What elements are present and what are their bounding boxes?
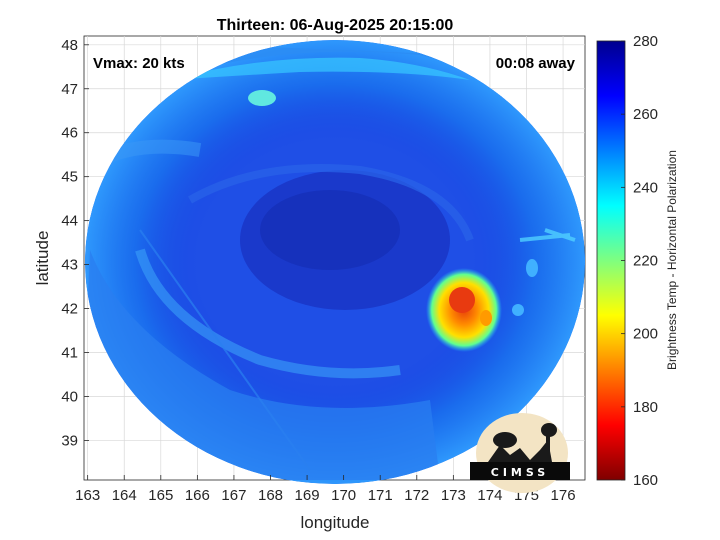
water-tower-icon (546, 436, 550, 462)
away-annotation: 00:08 away (496, 55, 576, 72)
colorbar-tick-label: 180 (633, 399, 658, 416)
chart-title: Thirteen: 06-Aug-2025 20:15:00 (217, 17, 454, 34)
colorbar-tick-label: 220 (633, 253, 658, 270)
x-axis-label: longitude (300, 513, 369, 532)
cimss-logo-text: CIMSS (491, 466, 549, 479)
y-axis-label: latitude (33, 231, 52, 286)
colorbar-tick-label: 240 (633, 179, 658, 196)
y-tick-label: 39 (61, 432, 78, 449)
y-tick-label: 47 (61, 81, 78, 98)
colorbar-tick-label: 260 (633, 106, 658, 123)
colorbar (596, 40, 626, 481)
y-axis-ticks: 39 40 41 42 43 44 45 46 47 48 (61, 37, 89, 449)
x-tick-label: 165 (148, 487, 173, 504)
satellite-dish-icon (488, 440, 552, 462)
vmax-annotation: Vmax: 20 kts (93, 55, 185, 72)
y-tick-label: 41 (61, 345, 78, 362)
x-tick-label: 173 (441, 487, 466, 504)
y-tick-label: 43 (61, 257, 78, 274)
colorbar-label: Brightness Temp - Horizontal Polarizatio… (665, 150, 679, 370)
colorbar-tick-label: 280 (633, 33, 658, 50)
x-axis-ticks: 163 164 165 166 167 168 169 170 171 172 173 174 175 1… (75, 475, 576, 504)
x-tick-label: 170 (331, 487, 356, 504)
cold-cloud-band (248, 90, 276, 106)
x-tick-label: 176 (551, 487, 576, 504)
y-tick-label: 46 (61, 125, 78, 142)
cimss-logo: CIMSS (470, 413, 570, 493)
y-tick-label: 44 (61, 213, 78, 230)
x-tick-label: 169 (295, 487, 320, 504)
x-tick-label: 167 (221, 487, 246, 504)
x-tick-label: 168 (258, 487, 283, 504)
colorbar-ticks: 280 260 240 220 200 180 160 (621, 33, 658, 489)
colorbar-tick-label: 200 (633, 326, 658, 343)
x-tick-label: 172 (404, 487, 429, 504)
y-tick-label: 42 (61, 301, 78, 318)
colorbar-tick-label: 160 (633, 472, 658, 489)
y-tick-label: 40 (61, 388, 78, 405)
x-tick-label: 164 (112, 487, 137, 504)
y-tick-label: 45 (61, 169, 78, 186)
swath-image (85, 40, 585, 484)
x-tick-label: 171 (368, 487, 393, 504)
x-tick-label: 163 (75, 487, 100, 504)
y-tick-label: 48 (61, 37, 78, 54)
x-tick-label: 174 (477, 487, 502, 504)
x-tick-label: 166 (185, 487, 210, 504)
